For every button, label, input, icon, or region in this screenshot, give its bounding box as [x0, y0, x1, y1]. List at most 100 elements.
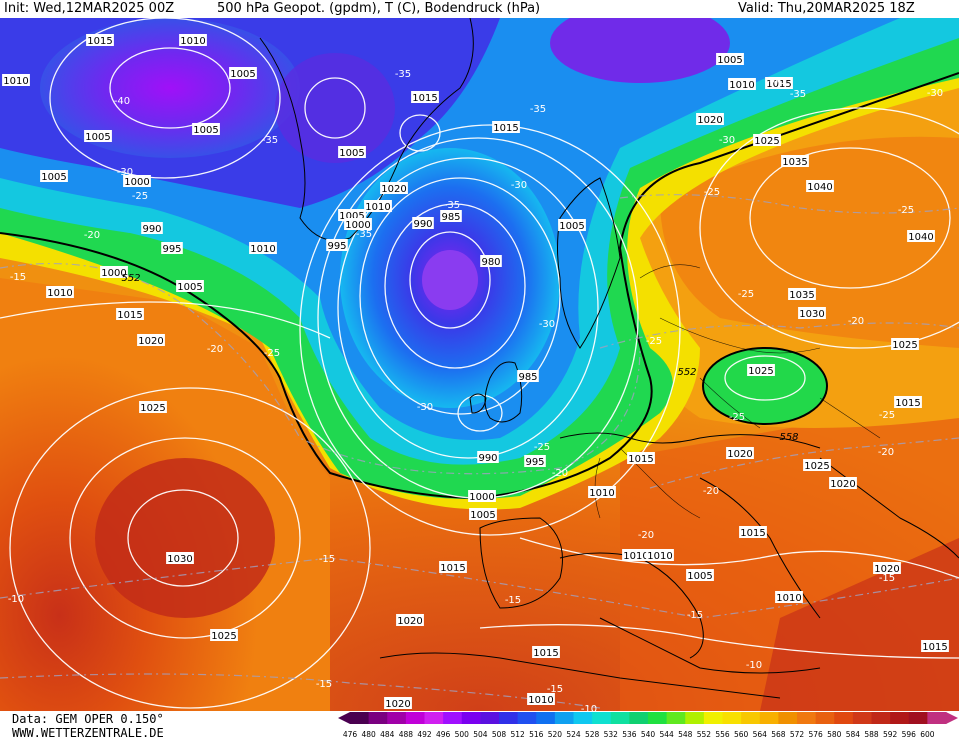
pressure-label: 1000	[100, 266, 128, 279]
pressure-label: 1005	[84, 130, 112, 143]
pressure-label: 1010	[775, 591, 803, 604]
temperature-label: -15	[879, 573, 895, 584]
pressure-label: 985	[517, 370, 539, 383]
temperature-label: -10	[746, 660, 762, 671]
temperature-label: -40	[769, 76, 785, 87]
temperature-label-text: -15	[879, 573, 895, 584]
temperature-label-text: -20	[84, 230, 100, 241]
temperature-label-text: -25	[704, 187, 720, 198]
pressure-label-box	[492, 121, 520, 133]
temperature-label-text: -15	[547, 684, 563, 695]
geopotential-label-text: 552	[677, 367, 696, 378]
legend-tick-label: 548	[678, 730, 693, 739]
pressure-label-box	[249, 242, 277, 254]
pressure-label-box	[384, 697, 412, 709]
pressure-label-text: 1005	[41, 172, 66, 183]
pressure-label-box	[116, 308, 144, 320]
temperature-label-text: -20	[552, 468, 568, 479]
pressure-label-text: 985	[518, 372, 537, 383]
pressure-label: 1020	[380, 182, 408, 195]
pressure-label-text: 1020	[697, 115, 722, 126]
pressure-label: 1025	[803, 459, 831, 472]
pressure-label: 1010	[527, 693, 555, 706]
temperature-label: -35	[356, 229, 372, 240]
temperature-label-text: -20	[703, 486, 719, 497]
legend-swatch	[908, 712, 928, 724]
legend-tick-label: 560	[734, 730, 749, 739]
pressure-label: 995	[524, 455, 546, 468]
pressure-label-box	[469, 508, 497, 520]
pressure-label: 1020	[873, 562, 901, 575]
pressure-label-box	[532, 646, 560, 658]
pressure-label-text: 1035	[782, 157, 807, 168]
geopotential-label: 552	[121, 273, 140, 284]
pressure-label-box	[686, 569, 714, 581]
temperature-label: -20	[703, 486, 719, 497]
legend-swatch	[405, 712, 425, 724]
pressure-label-text: 1025	[211, 631, 236, 642]
pressure-label-text: 1010	[589, 488, 614, 499]
legend-swatch	[778, 712, 798, 724]
temperature-label: -25	[898, 205, 914, 216]
pressure-label: 1010	[646, 549, 674, 562]
legend-swatch	[666, 712, 686, 724]
legend-tick-label: 476	[343, 730, 358, 739]
temperature-label: -35	[530, 104, 546, 115]
color-legend: 476 480 484 488 492 496 500 504 508 512 516 520 524 5…	[338, 712, 958, 740]
weather-map[interactable]: 1015 1010 1005 1010 1005 1005 1005 1015 1015 1005…	[0, 18, 959, 711]
pressure-label-text: 1020	[397, 616, 422, 627]
pressure-label-text: 1015	[412, 93, 437, 104]
temperature-label-text: -15	[10, 272, 26, 283]
pressure-label-box	[440, 210, 462, 222]
pressure-label: 1015	[627, 452, 655, 465]
pressure-label-text: 1010	[365, 202, 390, 213]
temperature-label: -20	[84, 230, 100, 241]
low-center-core	[422, 250, 478, 310]
pressure-label: 1040	[806, 180, 834, 193]
legend-tick-label: 532	[604, 730, 619, 739]
pressure-label: 1035	[781, 155, 809, 168]
pressure-label-box	[907, 230, 935, 242]
temperature-label-text: -35	[262, 135, 278, 146]
pressure-label: 990	[412, 217, 434, 230]
pressure-label: 1005	[338, 146, 366, 159]
temperature-label: -25	[132, 191, 148, 202]
pressure-label-box	[527, 693, 555, 705]
pressure-label-box	[192, 123, 220, 135]
pressure-label-text: 1015	[740, 528, 765, 539]
pressure-label: 1000	[123, 175, 151, 188]
pressure-label: 1015	[492, 121, 520, 134]
temperature-label-text: -20	[638, 530, 654, 541]
pressure-label: 990	[477, 451, 499, 464]
pressure-label-box	[622, 549, 650, 561]
pressure-label-box	[2, 74, 30, 86]
pressure-label-box	[798, 307, 826, 319]
legend-tick-label: 540	[641, 730, 656, 739]
pressure-label-box	[139, 401, 167, 413]
pressure-label-text: 1040	[908, 232, 933, 243]
legend-swatch	[741, 712, 761, 724]
pressure-label-text: 980	[481, 257, 500, 268]
temperature-label: -35	[790, 89, 806, 100]
pressure-label-text: 1015	[493, 123, 518, 134]
pressure-label-box	[716, 53, 744, 65]
legend-tick-label: 488	[399, 730, 414, 739]
temperature-label-text: -40	[114, 96, 130, 107]
chart-header: Init: Wed,12MAR2025 00Z 500 hPa Geopot. …	[0, 0, 959, 18]
pressure-label: 1000	[468, 490, 496, 503]
pressure-label-text: 1015	[87, 36, 112, 47]
legend-swatch	[797, 712, 817, 724]
pressure-label: 1025	[210, 629, 238, 642]
pressure-label: 1015	[765, 77, 793, 90]
chart-title: 500 hPa Geopot. (gpdm), T (C), Bodendruc…	[217, 1, 541, 16]
legend-arrow-left	[338, 712, 350, 724]
pressure-label-text: 990	[142, 224, 161, 235]
pressure-label: 1010	[588, 486, 616, 499]
temperature-label: -15	[316, 679, 332, 690]
pressure-label-box	[728, 78, 756, 90]
legend-swatch	[722, 712, 742, 724]
pressure-label-text: 990	[478, 453, 497, 464]
legend-tick-label: 524	[566, 730, 581, 739]
pressure-label: 1010	[249, 242, 277, 255]
pressure-label-box	[765, 77, 793, 89]
